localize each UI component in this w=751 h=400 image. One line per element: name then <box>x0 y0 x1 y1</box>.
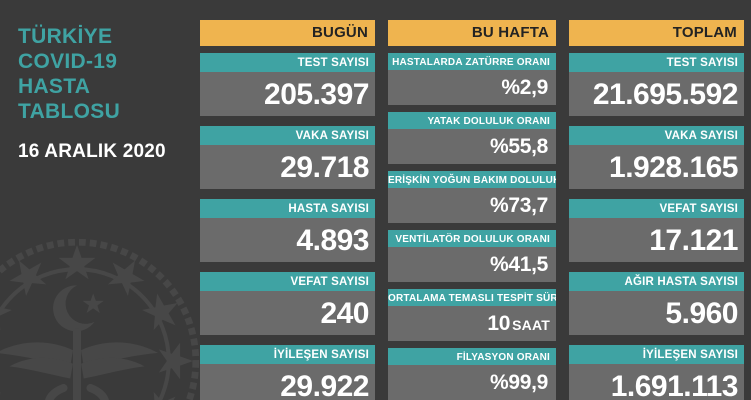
stat-label: İYİLEŞEN SAYISI <box>569 345 744 364</box>
stat-cell: İYİLEŞEN SAYISI 1.691.113 <box>569 345 744 400</box>
stat-cell: TEST SAYISI 205.397 <box>200 53 375 119</box>
column-total: TOPLAM TEST SAYISI 21.695.592 VAKA SAYIS… <box>569 20 744 400</box>
stat-label: VENTİLATÖR DOLULUK ORANI <box>388 230 556 247</box>
stat-label: VAKA SAYISI <box>569 126 744 145</box>
stat-cell: YATAK DOLULUK ORANI %55,8 <box>388 112 556 164</box>
stat-value: 205.397 <box>200 72 375 116</box>
column-this-week-cells: HASTALARDA ZATÜRRE ORANI %2,9 YATAK DOLU… <box>388 53 556 400</box>
stat-value: 10 SAAT <box>388 306 556 341</box>
stat-cell: ERİŞKİN YOĞUN BAKIM DOLULUK ORANI %73,7 <box>388 171 556 223</box>
stat-value: 17.121 <box>569 218 744 262</box>
stat-value: %55,8 <box>388 129 556 164</box>
stat-label: VEFAT SAYISI <box>200 272 375 291</box>
stat-cell: FİLYASYON ORANI %99,9 <box>388 348 556 400</box>
stat-value: 21.695.592 <box>569 72 744 116</box>
column-today: BUGÜN TEST SAYISI 205.397 VAKA SAYISI 29… <box>200 20 375 400</box>
stat-value-number: %99,9 <box>489 371 548 394</box>
stat-label: AĞIR HASTA SAYISI <box>569 272 744 291</box>
stat-label: ERİŞKİN YOĞUN BAKIM DOLULUK ORANI <box>388 171 556 188</box>
stat-value: %2,9 <box>388 70 556 105</box>
stat-cell: HASTA SAYISI 4.893 <box>200 199 375 265</box>
page-title-line-3: HASTA <box>18 75 91 98</box>
stat-value: %41,5 <box>388 247 556 282</box>
column-today-cells: TEST SAYISI 205.397 VAKA SAYISI 29.718 H… <box>200 53 375 400</box>
column-this-week: BU HAFTA HASTALARDA ZATÜRRE ORANI %2,9 Y… <box>388 20 556 400</box>
stat-value: 29.922 <box>200 364 375 400</box>
page-title-line-2: COVID-19 <box>18 50 118 73</box>
stat-cell: VENTİLATÖR DOLULUK ORANI %41,5 <box>388 230 556 282</box>
stat-value: %99,9 <box>388 365 556 400</box>
stat-cell: ORTALAMA TEMASLI TESPİT SÜRESİ 10 SAAT <box>388 289 556 341</box>
page-title-line-1: TÜRKİYE <box>18 25 113 48</box>
stats-columns: BUGÜN TEST SAYISI 205.397 VAKA SAYISI 29… <box>200 20 744 400</box>
stat-value: 5.960 <box>569 291 744 335</box>
column-header-today: BUGÜN <box>200 20 375 46</box>
stat-value: %73,7 <box>388 188 556 223</box>
stat-label: TEST SAYISI <box>200 53 375 72</box>
stat-cell: TEST SAYISI 21.695.592 <box>569 53 744 119</box>
stat-value-number: %41,5 <box>489 253 548 276</box>
stat-value: 29.718 <box>200 145 375 189</box>
stat-value: 1.691.113 <box>569 364 744 400</box>
title-panel: TÜRKİYE COVID-19 HASTA TABLOSU 16 ARALIK… <box>0 0 196 400</box>
stat-cell: AĞIR HASTA SAYISI 5.960 <box>569 272 744 338</box>
stat-cell: İYİLEŞEN SAYISI 29.922 <box>200 345 375 400</box>
page-title-line-4: TABLOSU <box>18 100 121 123</box>
stat-label: HASTA SAYISI <box>200 199 375 218</box>
report-date: 16 ARALIK 2020 <box>18 141 166 162</box>
stat-label: İYİLEŞEN SAYISI <box>200 345 375 364</box>
stat-label: FİLYASYON ORANI <box>388 348 556 365</box>
stat-value: 4.893 <box>200 218 375 262</box>
stat-cell: HASTALARDA ZATÜRRE ORANI %2,9 <box>388 53 556 105</box>
stat-cell: VEFAT SAYISI 17.121 <box>569 199 744 265</box>
stat-label: TEST SAYISI <box>569 53 744 72</box>
column-total-cells: TEST SAYISI 21.695.592 VAKA SAYISI 1.928… <box>569 53 744 400</box>
stat-label: YATAK DOLULUK ORANI <box>388 112 556 129</box>
stat-label: VAKA SAYISI <box>200 126 375 145</box>
stat-value-number: %73,7 <box>489 194 548 217</box>
stat-label: HASTALARDA ZATÜRRE ORANI <box>388 53 556 70</box>
stat-value-number: %2,9 <box>501 76 548 99</box>
stat-value: 240 <box>200 291 375 335</box>
stat-label: ORTALAMA TEMASLI TESPİT SÜRESİ <box>388 289 556 306</box>
stat-value: 1.928.165 <box>569 145 744 189</box>
column-header-total: TOPLAM <box>569 20 744 46</box>
stat-cell: VEFAT SAYISI 240 <box>200 272 375 338</box>
stat-value-number: %55,8 <box>489 135 548 158</box>
stat-value-number: 10 <box>487 312 511 335</box>
column-header-this-week: BU HAFTA <box>388 20 556 46</box>
stat-value-unit: SAAT <box>512 317 550 333</box>
stat-label: VEFAT SAYISI <box>569 199 744 218</box>
stat-cell: VAKA SAYISI 29.718 <box>200 126 375 192</box>
stat-cell: VAKA SAYISI 1.928.165 <box>569 126 744 192</box>
